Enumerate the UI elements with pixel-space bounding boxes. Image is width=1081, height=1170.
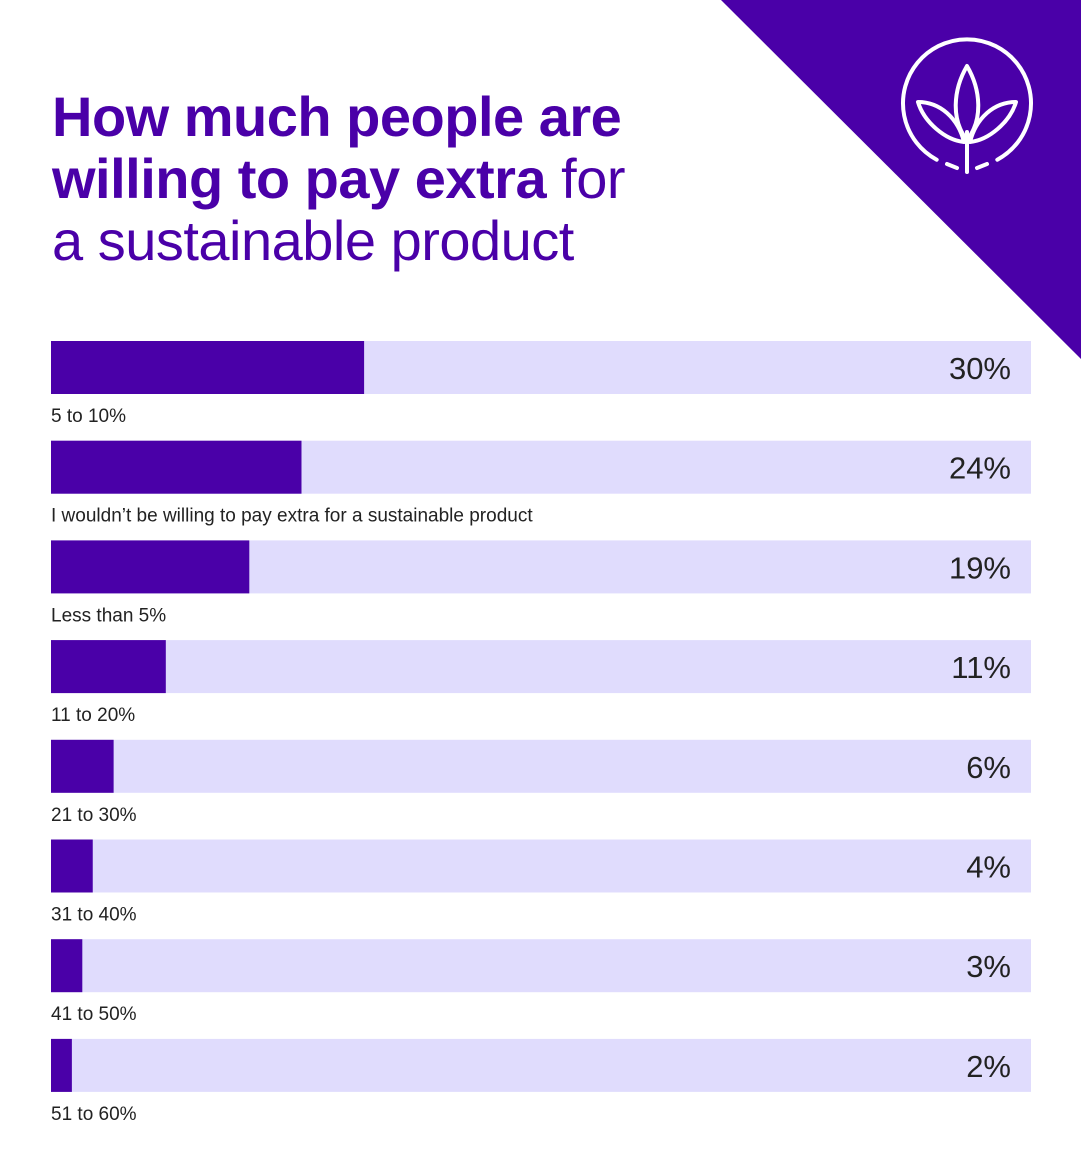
bar (51, 640, 166, 694)
bar-value-label: 6% (966, 750, 1011, 785)
bar-track (51, 739, 1031, 793)
bar-category-label: 11 to 20% (51, 705, 135, 726)
bar-value-label: 3% (966, 949, 1011, 984)
bar-row: 30% 5 to 10% (51, 341, 1031, 427)
bar-value-label: 24% (949, 451, 1011, 486)
bar-value-label: 11% (951, 650, 1011, 685)
bar-track (51, 839, 1031, 893)
page-title: How much people are willing to pay extra… (52, 86, 752, 272)
title-bold: How much people are willing to pay extra (52, 85, 622, 210)
bar (51, 1038, 72, 1092)
bar (51, 440, 302, 494)
bar (51, 939, 83, 993)
bar-value-label: 19% (949, 550, 1011, 585)
bar-row: 6% 21 to 30% (51, 739, 1031, 826)
bar-value-label: 4% (966, 850, 1011, 885)
bar-category-label: 41 to 50% (51, 1004, 137, 1025)
bar-track (51, 939, 1031, 993)
bar (51, 839, 93, 893)
bar-value-label: 2% (966, 1049, 1011, 1084)
bar-track (51, 1038, 1031, 1092)
title-regular-1: for (546, 147, 626, 210)
bar-row: 19% Less than 5% (51, 540, 1031, 626)
bar (51, 540, 250, 594)
bar-category-label: I wouldn’t be willing to pay extra for a… (51, 506, 533, 527)
bar-row: 24% I wouldn’t be willing to pay extra fo… (51, 440, 1031, 527)
bar (51, 739, 114, 793)
bar-row: 4% 31 to 40% (51, 839, 1031, 926)
bar-category-label: Less than 5% (51, 605, 166, 626)
title-regular-2: a sustainable product (52, 209, 574, 272)
bar-track (51, 640, 1031, 694)
bar-category-label: 5 to 10% (51, 406, 126, 427)
bar-value-label: 30% (949, 351, 1011, 386)
bar-category-label: 21 to 30% (51, 805, 137, 826)
bar-category-label: 31 to 40% (51, 905, 137, 926)
bar-row: 3% 41 to 50% (51, 939, 1031, 1025)
bar-row: 11% 11 to 20% (51, 640, 1031, 726)
bar (51, 341, 365, 394)
bar-category-label: 51 to 60% (51, 1104, 137, 1125)
bar-row: 2% 51 to 60% (51, 1038, 1031, 1125)
